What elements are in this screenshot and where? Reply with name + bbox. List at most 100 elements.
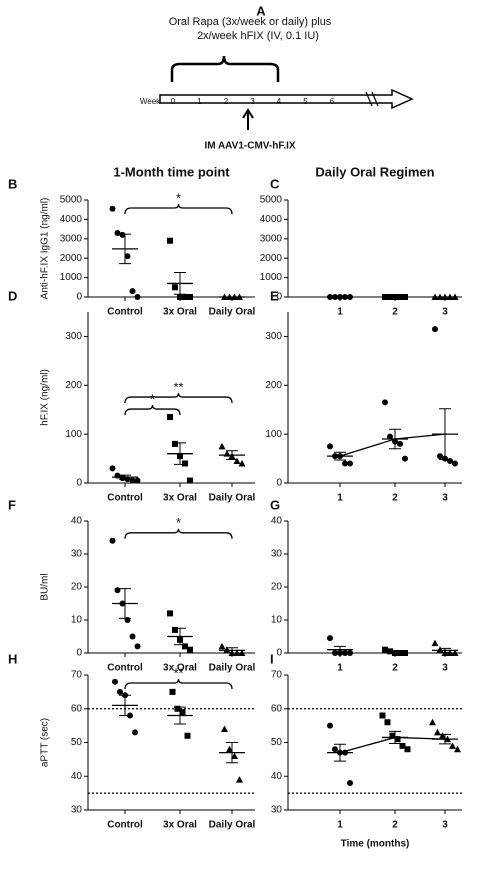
data-point: [169, 688, 176, 695]
panel-letter: B: [8, 176, 17, 191]
data-point: [124, 253, 131, 260]
y-tick-label: 3000: [60, 233, 83, 244]
y-tick-label: 5000: [260, 195, 283, 206]
y-tick-label: 30: [271, 549, 283, 560]
data-point: [167, 237, 173, 244]
data-point: [182, 460, 188, 467]
data-point: [397, 440, 403, 447]
data-point: [172, 626, 178, 633]
y-tick-label: 70: [71, 670, 83, 681]
data-point: [379, 712, 386, 719]
data-point: [429, 718, 436, 726]
y-tick-label: 10: [71, 615, 83, 626]
y-tick-label: 200: [65, 380, 82, 391]
data-point: [454, 745, 461, 753]
x-tick-label: 1: [337, 307, 343, 318]
y-tick-label: 5000: [60, 195, 83, 206]
y-tick-label: 40: [271, 516, 283, 527]
data-point: [327, 443, 333, 450]
data-point: [327, 722, 333, 729]
panel-letter: D: [8, 288, 17, 303]
x-tick-label: Control: [107, 663, 143, 674]
data-point: [187, 646, 193, 653]
error-bar: [174, 442, 186, 465]
data-point: [218, 442, 226, 450]
x-tick-label: 2: [392, 493, 398, 504]
y-tick-label: 300: [265, 331, 282, 342]
data-point: [231, 752, 238, 759]
significance-label: *: [150, 391, 155, 406]
error-bar: [226, 647, 238, 654]
error-bar: [119, 588, 131, 619]
y-tick-label: 2000: [260, 253, 283, 264]
data-point: [332, 746, 338, 753]
data-point: [233, 457, 241, 465]
panel-letter: G: [270, 497, 280, 512]
significance-bracket: [124, 678, 233, 690]
y-tick-label: 1000: [260, 272, 283, 283]
data-point: [172, 440, 178, 447]
x-tick-label: Daily Oral: [209, 307, 256, 318]
x-tick-label: 1: [337, 820, 343, 831]
error-bar: [334, 645, 346, 654]
error-bar: [174, 706, 186, 725]
panel-letter: F: [8, 497, 16, 512]
significance-label: **: [173, 379, 183, 394]
data-point: [238, 649, 246, 656]
y-tick-label: 60: [271, 703, 283, 714]
data-point: [399, 742, 406, 749]
data-point: [449, 742, 456, 749]
week-number: 1: [197, 97, 202, 106]
mean-trend-line: [339, 433, 446, 457]
data-point: [179, 709, 186, 716]
x-tick-label: 3x Oral: [163, 493, 197, 504]
y-tick-label: 40: [71, 516, 83, 527]
y-tick-label: 0: [276, 292, 282, 303]
panel-letter: H: [8, 651, 17, 666]
x-tick-label: Daily Oral: [209, 493, 256, 504]
data-point: [451, 649, 459, 656]
data-point: [177, 294, 183, 300]
x-tick-label: 3x Oral: [163, 663, 197, 674]
data-point: [327, 635, 333, 642]
data-point: [382, 399, 388, 406]
significance-bracket: [124, 528, 233, 539]
data-point: [187, 294, 193, 300]
data-point: [223, 646, 231, 653]
x-tick-label: Control: [107, 820, 143, 831]
y-tick-label: 200: [265, 380, 282, 391]
data-point: [184, 732, 191, 739]
break-mark: [365, 91, 379, 107]
data-point: [221, 725, 228, 732]
x-tick-label: 3x Oral: [163, 307, 197, 318]
error-bar: [119, 233, 131, 265]
x-tick-label: Daily Oral: [209, 820, 256, 831]
data-point: [117, 688, 123, 695]
protocol-line: Oral Rapa (3x/week or daily) plus: [169, 16, 332, 28]
y-tick-label: 0: [276, 478, 282, 489]
significance-bracket: [124, 405, 181, 416]
timeline-arrow: [159, 88, 414, 110]
data-point: [109, 465, 116, 472]
error-bar: [174, 272, 186, 295]
week-number: 3: [250, 97, 255, 106]
y-axis-label: Anti-hF.IX IgG1 (ng/ml): [40, 198, 51, 300]
y-tick-label: 40: [71, 771, 83, 782]
y-tick-label: 2000: [60, 253, 83, 264]
y-tick-label: 50: [271, 737, 283, 748]
data-point: [236, 776, 243, 783]
y-tick-label: 30: [271, 805, 283, 816]
x-tick-label: 2: [392, 663, 398, 674]
week-number: 0: [171, 97, 176, 106]
data-point: [109, 205, 116, 212]
error-bar: [226, 742, 238, 764]
data-point: [434, 728, 441, 736]
x-tick-label: Control: [107, 307, 143, 318]
data-point: [347, 650, 353, 656]
y-tick-label: 4000: [260, 214, 283, 225]
data-point: [436, 646, 444, 653]
x-axis-label: Time (months): [341, 839, 410, 850]
data-point: [218, 642, 226, 650]
mean-trend-line: [339, 736, 446, 754]
data-point: [167, 610, 173, 617]
